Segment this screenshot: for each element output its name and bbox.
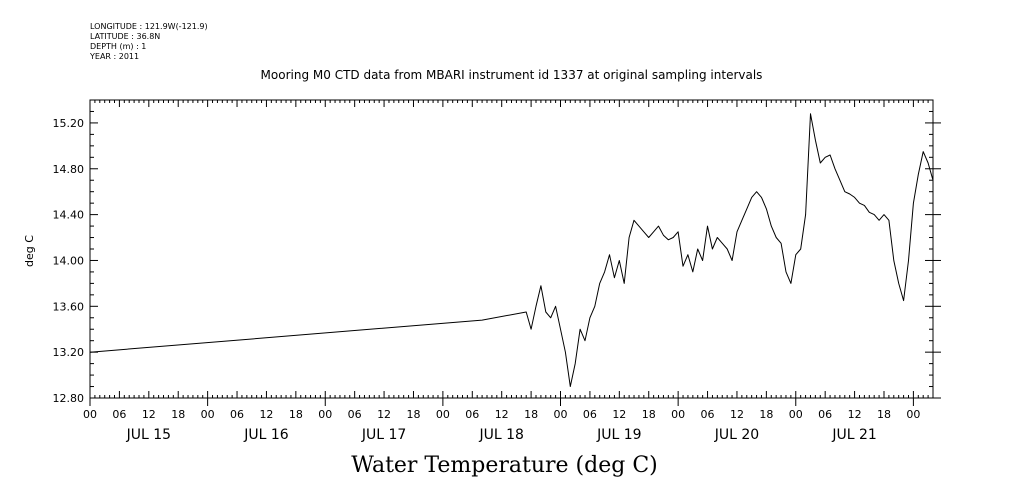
latitude-label: LATITUDE : 36.8N	[90, 32, 161, 41]
x-day-label: JUL 21	[831, 427, 876, 443]
x-tick-label: 12	[848, 408, 862, 421]
y-tick-label: 13.20	[53, 346, 85, 359]
x-day-label: JUL 19	[596, 427, 641, 443]
x-tick-label: 06	[465, 408, 479, 421]
x-tick-label: 00	[318, 408, 332, 421]
metadata-block: LONGITUDE : 121.9W(-121.9) LATITUDE : 36…	[90, 22, 208, 62]
y-tick-label: 14.80	[53, 163, 85, 176]
y-tick-label: 12.80	[53, 392, 85, 405]
x-tick-label: 12	[612, 408, 626, 421]
x-tick-label: 18	[406, 408, 420, 421]
chart-title: Mooring M0 CTD data from MBARI instrumen…	[260, 68, 763, 82]
depth-label: DEPTH (m) : 1	[90, 42, 147, 51]
ticks	[89, 99, 941, 406]
x-day-label: JUL 16	[243, 427, 289, 443]
tick-labels: 00 06 12 18 00 06 12 18 00 06 12 18 00 06 12 18 00 06 12 18…	[53, 117, 921, 443]
y-tick-label: 14.40	[53, 209, 85, 222]
x-day-label: JUL 15	[126, 427, 171, 443]
x-tick-label: 12	[495, 408, 509, 421]
x-tick-label: 06	[112, 408, 126, 421]
x-tick-label: 12	[259, 408, 273, 421]
temperature-series-line	[89, 113, 934, 387]
y-tick-label: 13.60	[53, 300, 85, 313]
axes	[89, 99, 934, 399]
x-tick-label: 06	[583, 408, 597, 421]
x-tick-label: 18	[877, 408, 891, 421]
longitude-label: LONGITUDE : 121.9W(-121.9)	[90, 22, 208, 31]
x-tick-label: 00	[789, 408, 803, 421]
x-tick-label: 00	[83, 408, 97, 421]
y-tick-label: 15.20	[53, 117, 85, 130]
x-day-label: JUL 20	[714, 427, 759, 443]
variable-title: Water Temperature (deg C)	[351, 453, 658, 478]
x-day-label: JUL 17	[361, 427, 406, 443]
x-tick-label: 06	[701, 408, 715, 421]
x-tick-label: 00	[906, 408, 920, 421]
x-tick-label: 06	[818, 408, 832, 421]
x-day-label: JUL 18	[478, 427, 523, 443]
x-tick-label: 00	[554, 408, 568, 421]
x-tick-label: 18	[759, 408, 773, 421]
x-tick-label: 18	[642, 408, 656, 421]
y-axis-label: deg C	[23, 235, 36, 267]
x-tick-label: 00	[436, 408, 450, 421]
series-group	[89, 113, 934, 387]
x-tick-label: 00	[671, 408, 685, 421]
x-tick-label: 12	[377, 408, 391, 421]
x-tick-label: 12	[142, 408, 156, 421]
plot-frame	[89, 99, 934, 399]
x-tick-label: 18	[524, 408, 538, 421]
x-tick-label: 00	[201, 408, 215, 421]
year-label: YEAR : 2011	[90, 52, 140, 61]
x-tick-label: 12	[730, 408, 744, 421]
y-tick-label: 14.00	[53, 254, 85, 267]
x-tick-label: 18	[289, 408, 303, 421]
x-tick-label: 06	[230, 408, 244, 421]
x-tick-label: 06	[348, 408, 362, 421]
x-tick-label: 18	[171, 408, 185, 421]
